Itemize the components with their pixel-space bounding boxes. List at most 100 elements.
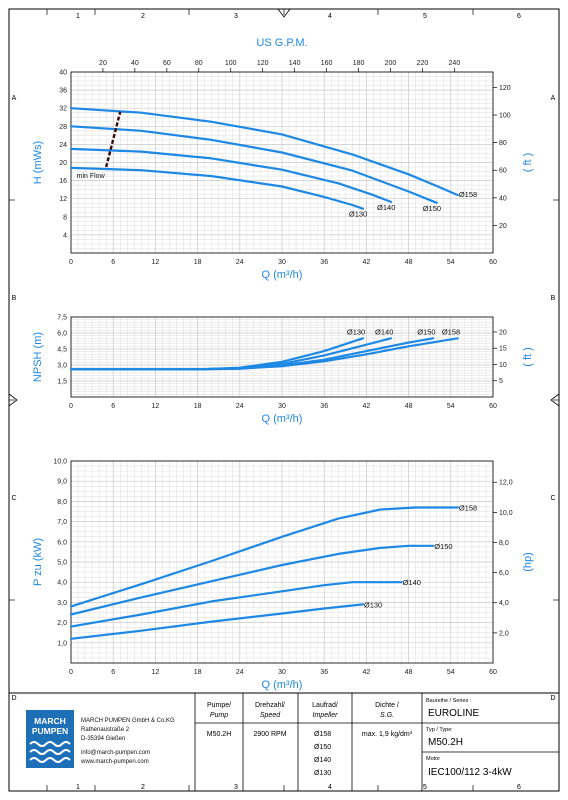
top-tick-label: 240: [449, 60, 461, 67]
x-tick-label: 12: [152, 669, 160, 676]
x-tick-label: 0: [69, 669, 73, 676]
y2-tick-label: 100: [499, 113, 511, 120]
series-label: Ø150: [423, 204, 441, 213]
march-pumpen-logo: MARCH PUMPEN: [26, 710, 74, 768]
x-tick-label: 30: [278, 259, 286, 266]
top-tick-label: 80: [195, 60, 203, 67]
y2-tick-label: 80: [499, 140, 507, 147]
y-tick-label: 24: [59, 142, 67, 149]
top-tick-label: 120: [257, 60, 269, 67]
y-tick-label: 3,0: [57, 600, 67, 607]
x-tick-label: 54: [447, 259, 455, 266]
series-label: Ø140: [377, 203, 395, 212]
y2-tick-label: 5: [499, 378, 503, 385]
x-tick-label: 42: [363, 669, 371, 676]
y-tick-label: 1,5: [57, 379, 67, 386]
y-tick-label: 10,0: [53, 459, 67, 466]
x-tick-label: 60: [489, 403, 497, 410]
svg-text:PUMPEN: PUMPEN: [32, 726, 68, 736]
series-label: Baureihe / Series :: [426, 698, 472, 704]
col-marker-top: 4: [328, 13, 332, 20]
chart-1: 0 6 12 18 24 30 36 42 48 54 6048121620242832364020…: [32, 37, 534, 281]
y2-tick-label: 8,0: [499, 540, 509, 547]
col-marker-top: 3: [234, 13, 238, 20]
company-street: Rathenaustraße 2: [81, 727, 130, 733]
x-tick-label: 24: [236, 669, 244, 676]
x-tick-label: 30: [278, 669, 286, 676]
series-label: Ø130: [364, 600, 382, 609]
x-tick-label: 6: [111, 259, 115, 266]
impeller-value-158: Ø158: [314, 731, 331, 738]
row-marker-left: B: [12, 295, 17, 302]
y-tick-label: 28: [59, 124, 67, 131]
x-tick-label: 48: [405, 403, 413, 410]
series-line-d140: [69, 147, 393, 203]
top-tick-label: 40: [131, 60, 139, 67]
series-label: Ø130: [349, 210, 367, 219]
y-tick-label: 1,0: [57, 640, 67, 647]
y2-tick-label: 40: [499, 195, 507, 202]
impeller-value-150: Ø150: [314, 744, 331, 751]
x-tick-label: 18: [194, 669, 202, 676]
top-tick-label: 60: [163, 60, 171, 67]
top-tick-label: 100: [225, 60, 237, 67]
y2-tick-label: 12,0: [499, 480, 513, 487]
y-axis-label: H (mWs): [32, 141, 44, 184]
col-marker-top: 1: [76, 13, 80, 20]
top-tick-label: 20: [99, 60, 107, 67]
chart-2: 0 6 12 18 24 30 36 42 48 54 60 1,5 3,0 4,5 6,0 7,5 5 10 15…: [32, 315, 534, 426]
density-header-en: S.G.: [380, 712, 394, 719]
company-city: D-35394 Gießen: [81, 736, 125, 742]
top-tick-label: 220: [417, 60, 429, 67]
col-marker-bottom: 2: [141, 784, 145, 791]
x-tick-label: 54: [447, 403, 455, 410]
y-tick-label: 8,0: [57, 499, 67, 506]
centering-arrow-left: [8, 393, 18, 407]
min-flow-line: [105, 111, 122, 168]
y-tick-label: 6,0: [57, 539, 67, 546]
series-line-d158: [69, 506, 459, 608]
y2-tick-label: 10,0: [499, 510, 513, 517]
y2-tick-label: 10: [499, 362, 507, 369]
x-axis-label: Q (m³/h): [262, 413, 303, 425]
y-tick-label: 4: [63, 232, 67, 239]
y-tick-label: 36: [59, 88, 67, 95]
col-marker-bottom: 1: [76, 784, 80, 791]
pump-header-en: Pump: [210, 712, 228, 719]
y-tick-label: 4,5: [57, 347, 67, 354]
centering-arrow-top: [277, 8, 291, 18]
row-marker-right: D: [550, 695, 555, 702]
col-marker-bottom: 3: [234, 784, 238, 791]
x-axis-label: Q (m³/h): [262, 269, 303, 281]
title-block: MARCH PUMPEN MARCH PUMPEN GmbH & Co.KG R…: [8, 692, 560, 792]
x-tick-label: 30: [278, 403, 286, 410]
min-flow-label: min Flow: [77, 173, 106, 180]
speed-header: Drehzahl/: [255, 702, 285, 709]
top-tick-label: 180: [353, 60, 365, 67]
impeller-header: Laufrad/: [312, 702, 338, 709]
row-marker-left: D: [11, 695, 16, 702]
x-tick-label: 36: [320, 403, 328, 410]
y-tick-label: 5,0: [57, 560, 67, 567]
x-tick-label: 60: [489, 669, 497, 676]
y2-axis-label: (hp): [522, 552, 534, 572]
series-line-d130: [69, 166, 364, 210]
x-tick-label: 48: [405, 669, 413, 676]
company-website[interactable]: www.march-pumpen.com: [80, 759, 149, 765]
company-email[interactable]: info@march-pumpen.com: [81, 750, 150, 756]
speed-header-en: Speed: [260, 712, 281, 719]
x-tick-label: 60: [489, 259, 497, 266]
chart-3: 0 6 12 18 24 30 36 42 48 54 60 1,0 2,0 3,0 4,0 5,0 6,0 7,…: [32, 459, 534, 692]
series-label: Ø150: [417, 327, 435, 336]
x-tick-label: 48: [405, 259, 413, 266]
y2-tick-label: 6,0: [499, 570, 509, 577]
x-tick-label: 24: [236, 403, 244, 410]
series-line-d158: [69, 337, 459, 371]
series-line-d130: [69, 603, 364, 640]
col-marker-bottom: 4: [328, 784, 332, 791]
series-label: Ø150: [434, 542, 452, 551]
x-axis-label: Q (m³/h): [262, 679, 303, 691]
row-marker-right: A: [551, 95, 556, 102]
row-marker-right: C: [550, 495, 555, 502]
